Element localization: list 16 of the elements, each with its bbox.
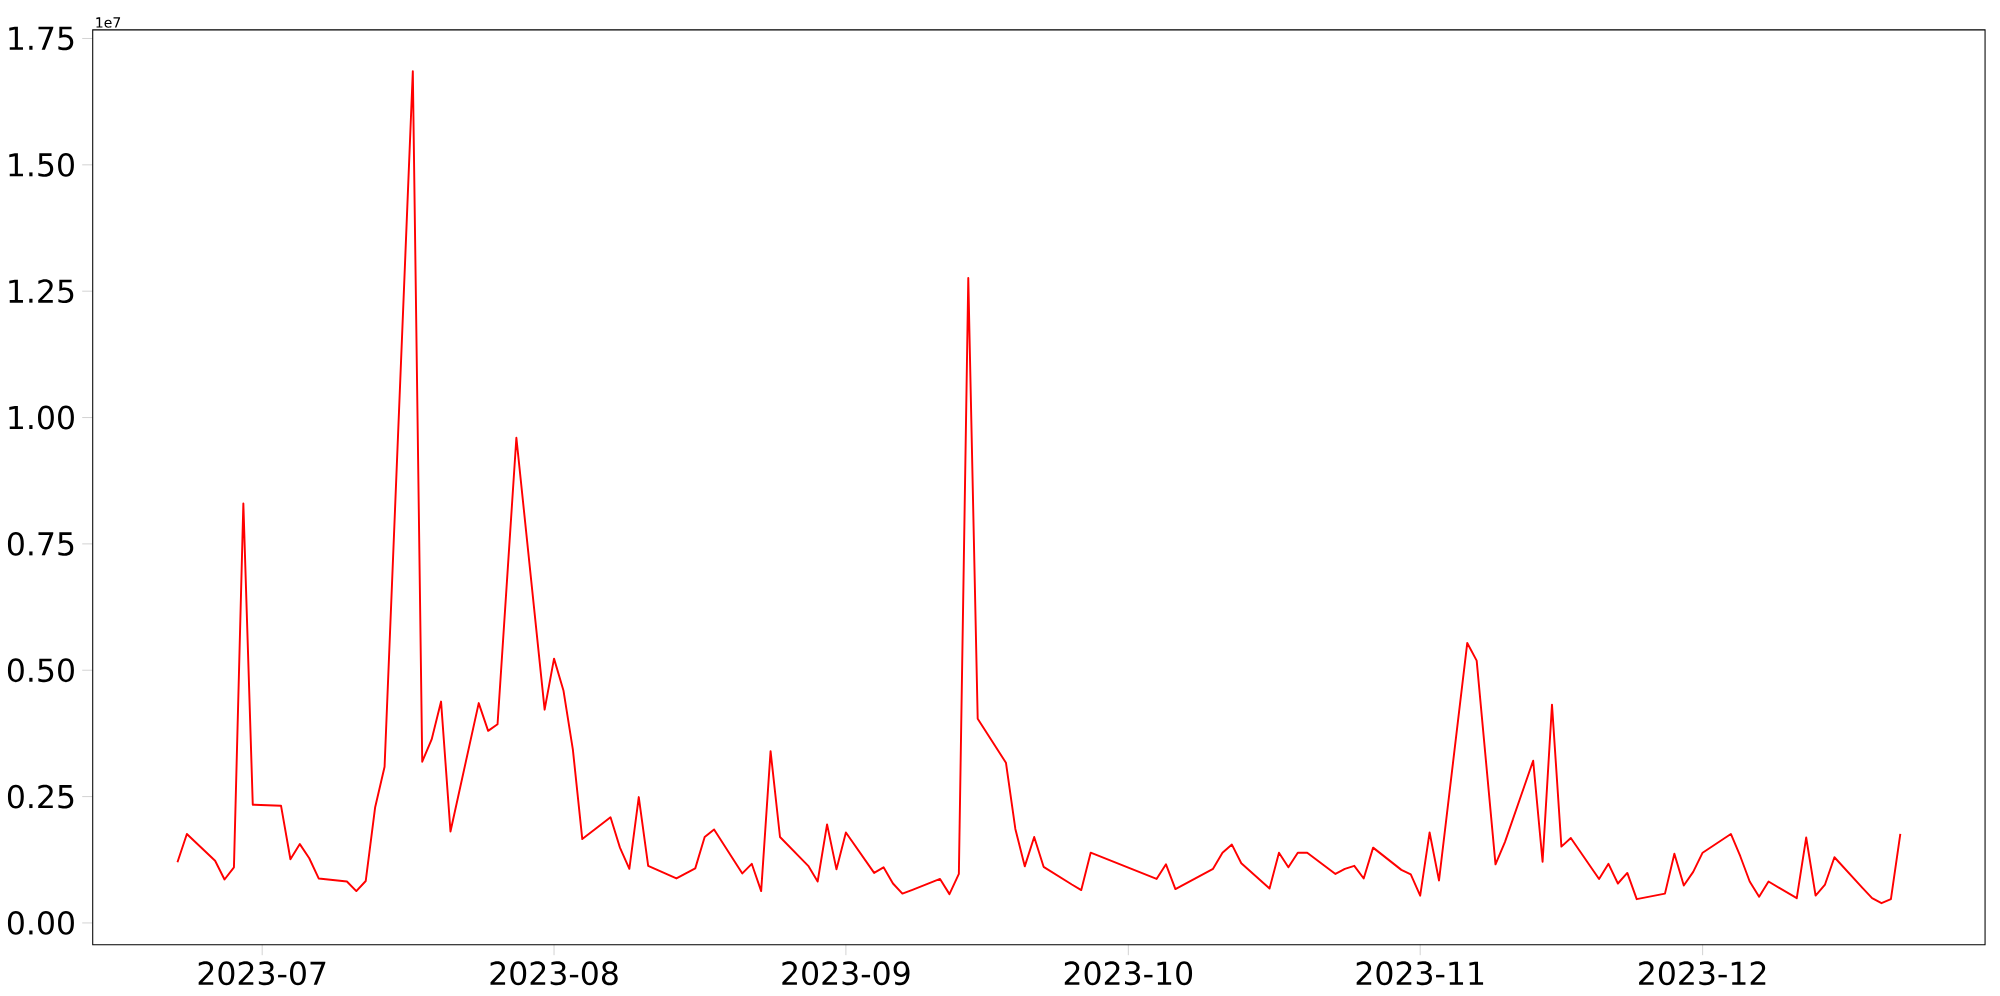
x-tick-label: 2023-12: [1639, 961, 1766, 985]
text: 1e7: [96, 17, 121, 28]
y-tick-label: 1.50: [9, 152, 74, 177]
y-tick-label: 0.00: [7, 910, 74, 935]
x-tick-label: 2023-11: [1356, 961, 1484, 985]
x-tick-label: 2023-08: [490, 961, 618, 985]
y-tick-label: 1.00: [9, 405, 74, 430]
x-tick-label: 2023-09: [782, 961, 910, 985]
x-tick-label: 2023-07: [198, 961, 326, 985]
y-tick-label: 1.25: [9, 279, 74, 303]
y-tick-label: 0.50: [7, 658, 74, 682]
y-tick-label: 0.25: [7, 784, 74, 809]
y-tick-label: 0.75: [7, 531, 74, 556]
line-series: [176, 70, 1902, 904]
y-tick-label: 1.75: [9, 26, 74, 50]
x-tick-label: 2023-10: [1064, 961, 1193, 985]
